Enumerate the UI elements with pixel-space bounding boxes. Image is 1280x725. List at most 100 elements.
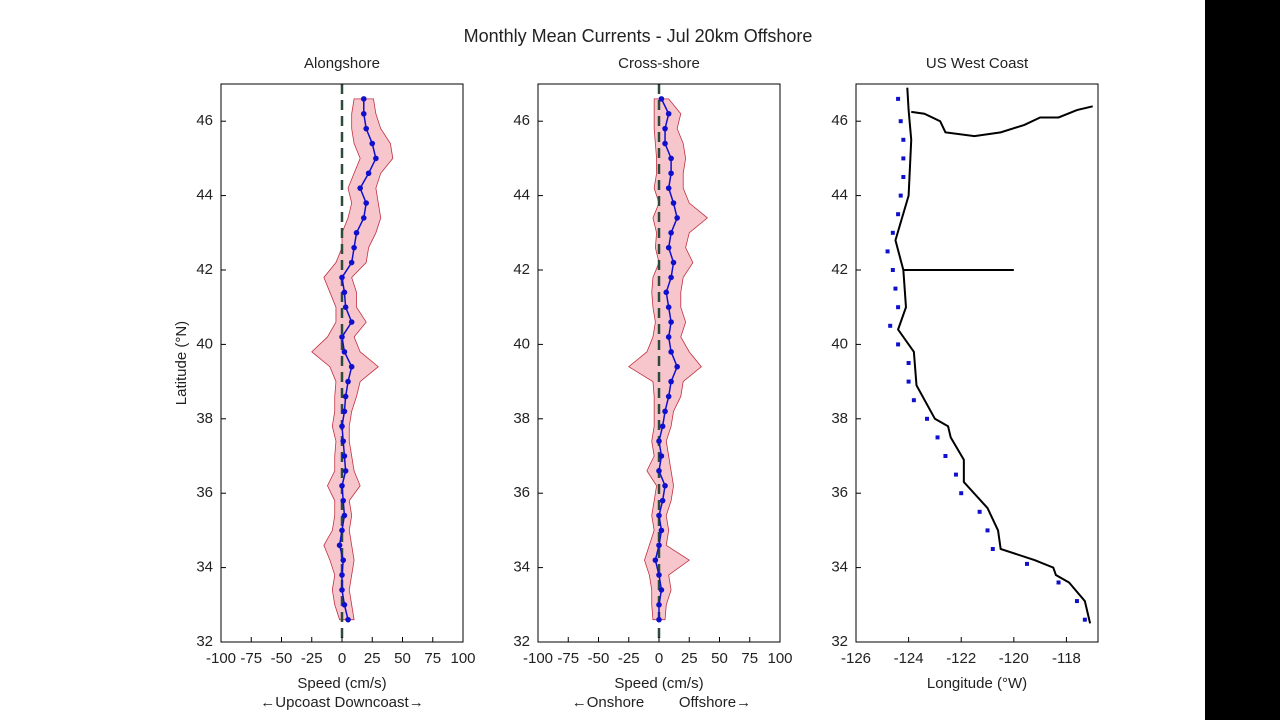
station-point bbox=[977, 509, 982, 514]
station-point bbox=[985, 528, 990, 533]
mean-point bbox=[369, 140, 376, 147]
x-tick-label: -118 bbox=[1052, 650, 1081, 667]
mean-point bbox=[348, 319, 355, 325]
mean-point bbox=[360, 215, 367, 221]
y-tick-label: 38 bbox=[831, 410, 848, 427]
mean-point bbox=[656, 572, 662, 578]
mean-point bbox=[668, 378, 674, 385]
station-point bbox=[1056, 580, 1061, 585]
station-point bbox=[925, 416, 930, 421]
spread-band bbox=[311, 98, 394, 621]
y-axis-label: Latitude (°N) bbox=[173, 321, 190, 405]
mean-point bbox=[665, 304, 672, 311]
y-tick-label: 34 bbox=[196, 559, 213, 576]
mean-point bbox=[339, 423, 345, 430]
x-tick-label: 0 bbox=[655, 650, 663, 667]
y-tick-label: 46 bbox=[513, 112, 530, 129]
x-tick-label: 75 bbox=[424, 650, 441, 667]
x-tick-label: -50 bbox=[271, 650, 293, 667]
station-point bbox=[896, 342, 901, 347]
station-point bbox=[1024, 561, 1029, 566]
y-tick-label: 38 bbox=[196, 410, 213, 427]
mean-point bbox=[336, 542, 343, 549]
y-tick-label: 36 bbox=[831, 484, 848, 501]
x-tick-label: -124 bbox=[894, 650, 924, 667]
mean-point bbox=[658, 527, 665, 534]
mean-point bbox=[341, 453, 348, 459]
mean-point bbox=[665, 244, 672, 251]
x-axis-label: Longitude (°W) bbox=[927, 675, 1027, 692]
x-tick-label: -100 bbox=[206, 650, 236, 667]
x-axis-label: Speed (cm/s) bbox=[297, 675, 386, 692]
x-tick-label: -122 bbox=[946, 650, 976, 667]
x-tick-label: 25 bbox=[681, 650, 698, 667]
x-tick-label: -75 bbox=[557, 650, 579, 667]
mean-point bbox=[656, 542, 662, 549]
station-point bbox=[959, 491, 964, 496]
mean-point bbox=[668, 155, 674, 162]
mean-point bbox=[363, 125, 370, 132]
x-tick-label: -25 bbox=[301, 650, 323, 667]
mean-point bbox=[656, 512, 662, 519]
mean-point bbox=[662, 408, 668, 415]
mean-point bbox=[339, 572, 345, 578]
mean-point bbox=[339, 334, 345, 340]
y-tick-label: 46 bbox=[831, 112, 848, 129]
mean-point bbox=[360, 110, 367, 117]
x-tick-label: -100 bbox=[523, 650, 553, 667]
mean-point bbox=[674, 215, 680, 221]
mean-point bbox=[373, 155, 379, 162]
mean-point bbox=[341, 512, 348, 519]
mean-point bbox=[341, 408, 348, 415]
station-point bbox=[943, 454, 948, 458]
station-point bbox=[898, 193, 903, 198]
mean-point bbox=[348, 363, 355, 370]
spread-band bbox=[628, 98, 709, 621]
station-point bbox=[896, 212, 901, 217]
y-tick-label: 42 bbox=[513, 261, 530, 278]
x-tick-label: 25 bbox=[364, 650, 381, 667]
mean-point bbox=[670, 200, 677, 206]
x-tick-label: 0 bbox=[338, 650, 346, 667]
mean-point bbox=[668, 319, 674, 325]
station-point bbox=[906, 379, 911, 384]
mean-point bbox=[348, 259, 355, 266]
mean-point bbox=[339, 482, 345, 489]
y-tick-label: 46 bbox=[196, 112, 213, 129]
y-tick-label: 36 bbox=[513, 484, 530, 501]
mean-point bbox=[658, 587, 665, 593]
y-tick-label: 34 bbox=[831, 559, 848, 576]
station-point bbox=[953, 472, 958, 477]
subplot-title: US West Coast bbox=[926, 55, 1029, 72]
y-tick-label: 44 bbox=[513, 187, 530, 204]
mean-point bbox=[656, 602, 662, 608]
mean-point bbox=[668, 170, 674, 177]
mean-point bbox=[668, 274, 674, 281]
mean-point bbox=[339, 527, 345, 534]
mean-point bbox=[668, 349, 674, 355]
x-tick-label: -50 bbox=[588, 650, 610, 667]
y-tick-label: 34 bbox=[513, 559, 530, 576]
mean-point bbox=[662, 482, 668, 489]
y-tick-label: 44 bbox=[196, 187, 213, 204]
mean-point bbox=[662, 125, 668, 132]
mean-point bbox=[339, 274, 345, 281]
mean-point bbox=[341, 349, 348, 355]
x-tick-label: 75 bbox=[741, 650, 758, 667]
station-point bbox=[890, 268, 895, 272]
mean-point bbox=[665, 393, 672, 400]
station-point bbox=[906, 361, 911, 365]
mean-point bbox=[339, 587, 345, 593]
axes-frame bbox=[855, 83, 1099, 643]
mean-point bbox=[659, 497, 666, 504]
station-point bbox=[890, 230, 895, 235]
y-tick-label: 42 bbox=[831, 261, 848, 278]
direction-note: Offshore→ bbox=[679, 694, 751, 711]
mean-point bbox=[663, 289, 670, 296]
x-tick-label: 100 bbox=[767, 650, 792, 667]
x-tick-label: -126 bbox=[841, 650, 871, 667]
x-tick-label: -25 bbox=[618, 650, 640, 667]
y-tick-label: 42 bbox=[196, 261, 213, 278]
mean-point bbox=[656, 468, 662, 474]
mean-point bbox=[353, 230, 360, 236]
